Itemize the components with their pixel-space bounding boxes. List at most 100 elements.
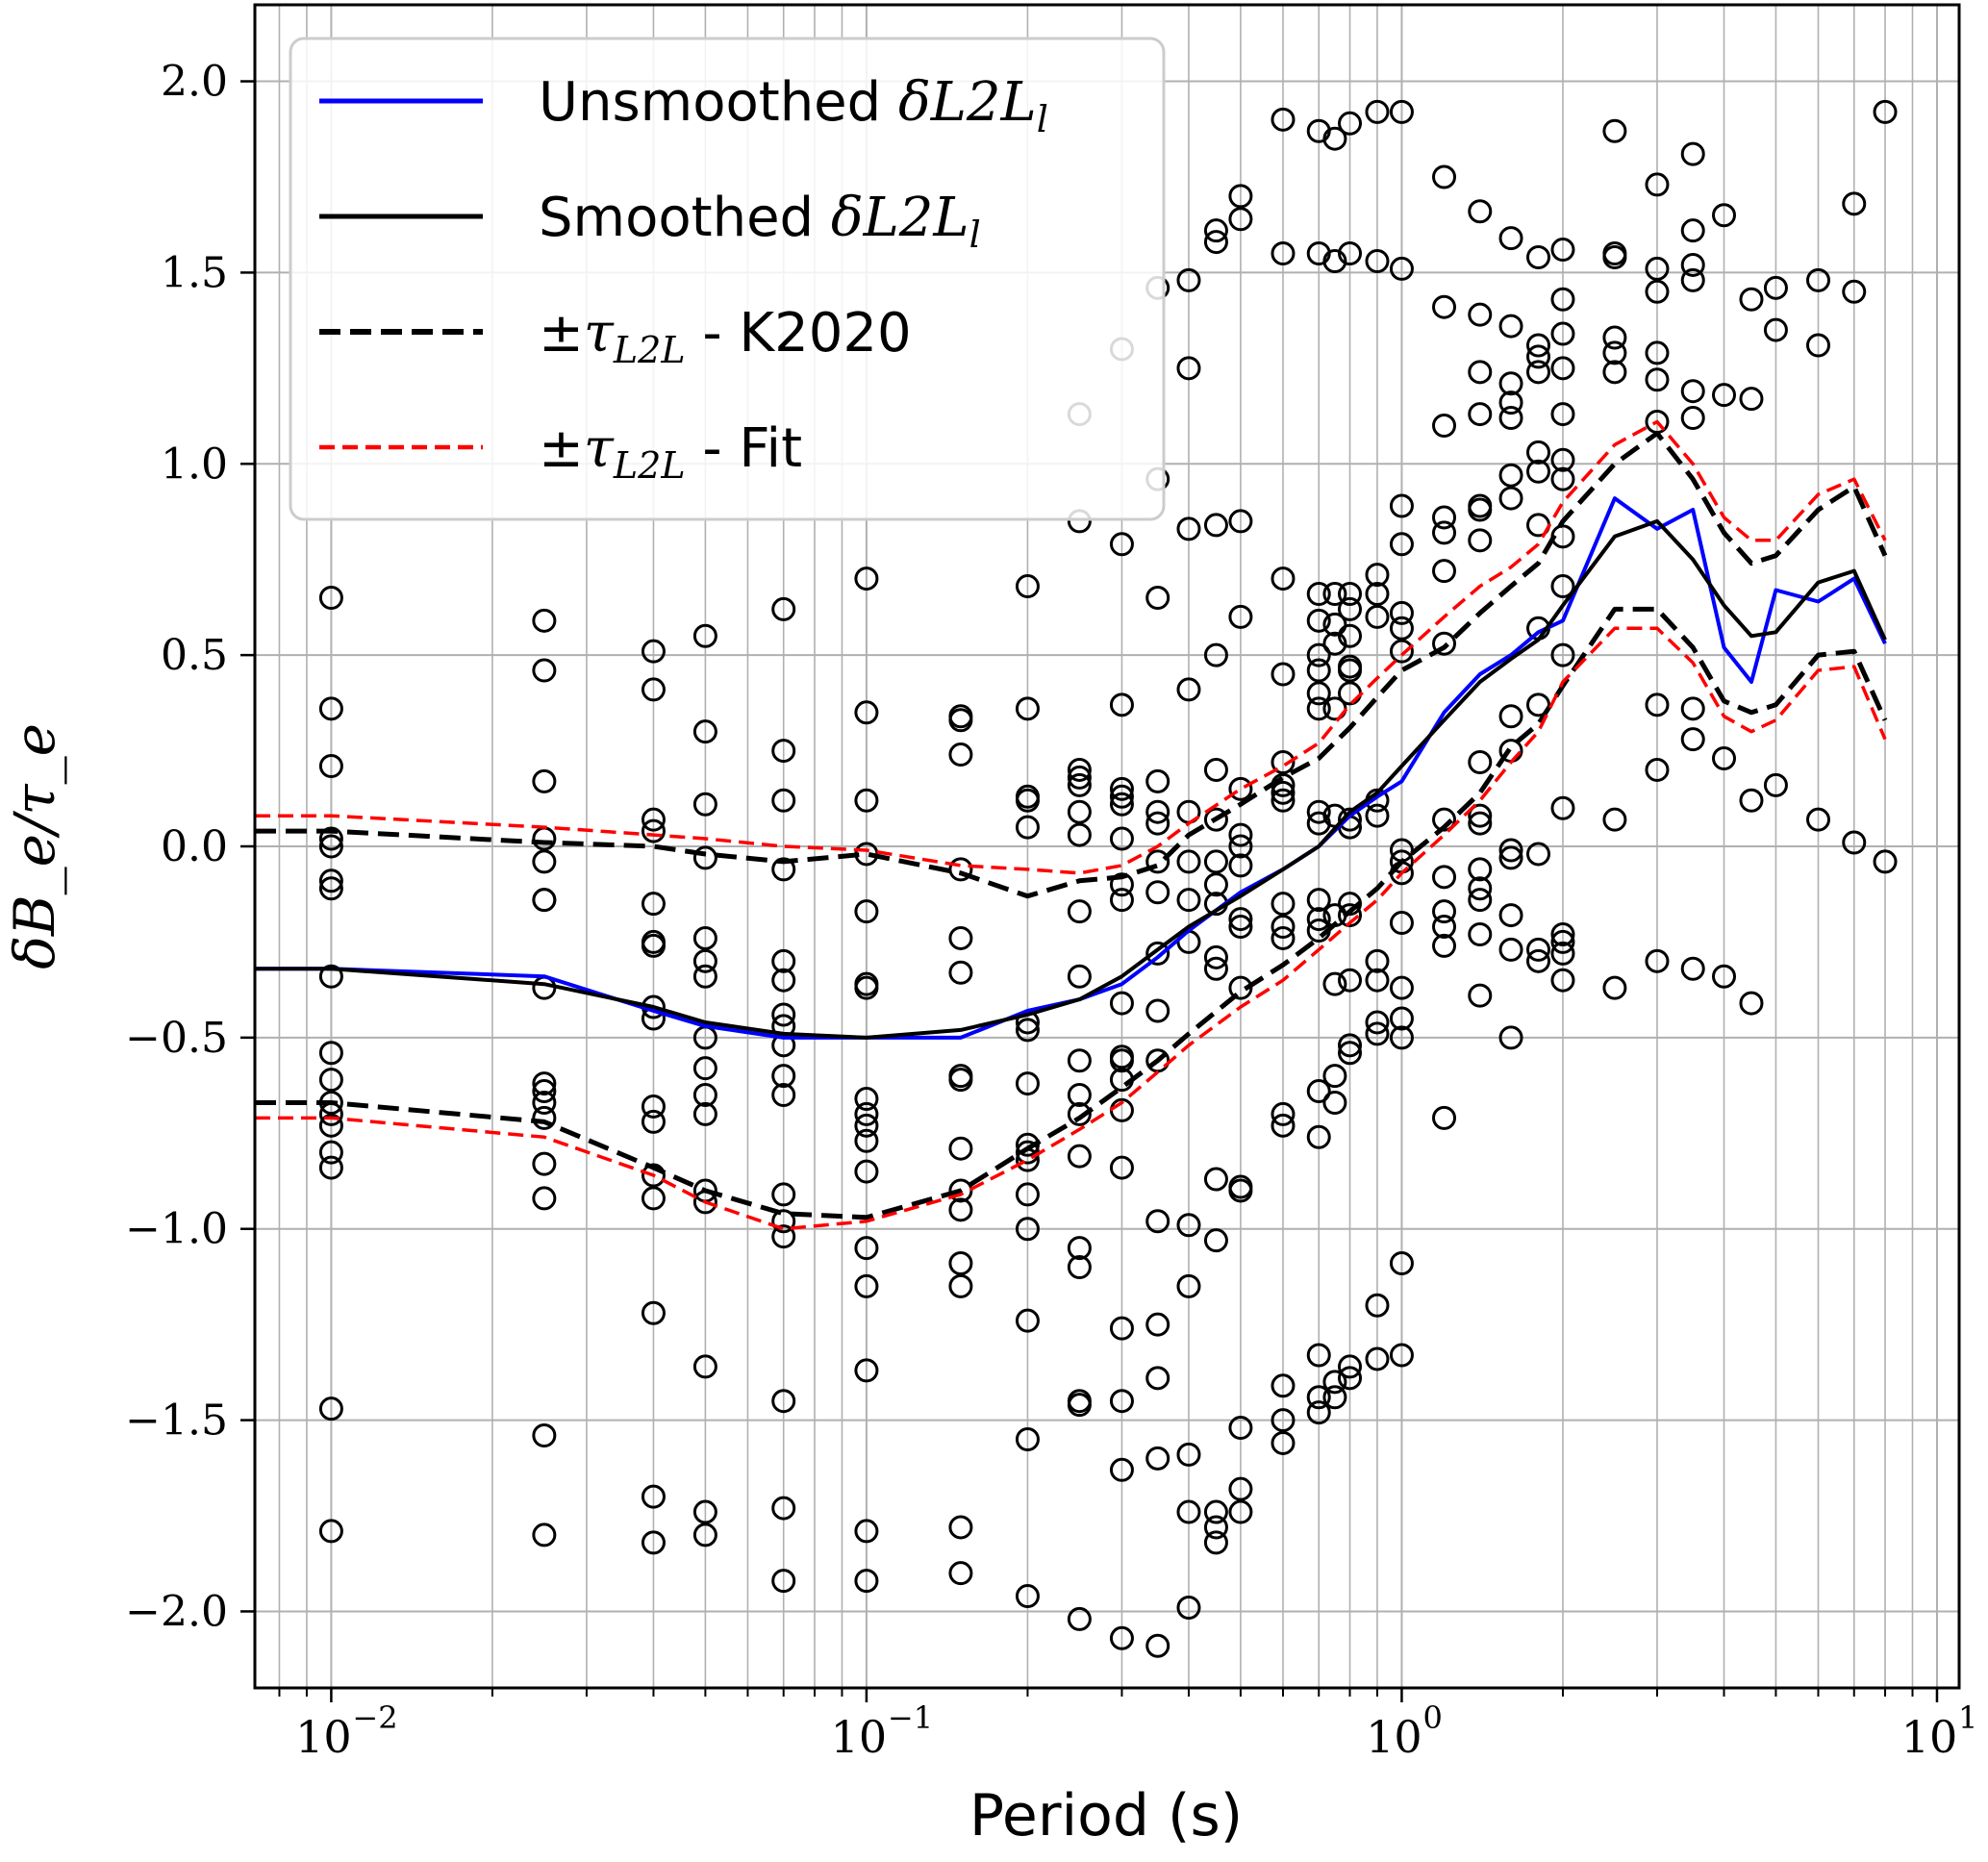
scatter-point: [641, 892, 666, 917]
scatter-point: [1550, 941, 1575, 966]
scatter-point: [1228, 1476, 1253, 1501]
scatter-point: [1145, 1312, 1170, 1337]
scatter-point: [1526, 440, 1551, 465]
scatter-point: [1389, 911, 1414, 936]
series-line-fit-lower: [255, 626, 1887, 1231]
scatter-point: [1176, 516, 1201, 541]
scatter-point: [1109, 1048, 1134, 1073]
scatter-point: [1365, 803, 1390, 828]
scatter-point: [1203, 849, 1228, 874]
scatter-point: [1203, 872, 1228, 897]
scatter-point: [771, 1389, 796, 1414]
scatter-point: [1203, 1530, 1228, 1555]
scatter-point: [854, 1273, 879, 1298]
x-tick-label: 10: [1366, 1711, 1422, 1763]
scatter-point: [1067, 822, 1092, 847]
scatter-point: [1109, 792, 1134, 817]
scatter-point: [1432, 915, 1457, 940]
scatter-point: [1645, 692, 1670, 717]
scatter-point: [1680, 267, 1705, 292]
scatter-point: [771, 739, 796, 764]
scatter-point: [1271, 1113, 1296, 1138]
scatter-point: [1432, 520, 1457, 545]
scatter-point: [771, 1496, 796, 1521]
scatter-point: [1203, 513, 1228, 538]
scatter-point: [318, 1113, 343, 1138]
scatter-point: [948, 1561, 973, 1586]
scatter-point: [1389, 1251, 1414, 1276]
scatter-point: [1338, 1354, 1363, 1379]
scatter-point: [1468, 497, 1493, 522]
series-line-smoothed: [255, 518, 1887, 1040]
scatter-point: [854, 788, 879, 813]
scatter-point: [1271, 1101, 1296, 1126]
scatter-point: [1067, 1048, 1092, 1073]
scatter-point: [1203, 944, 1228, 969]
scatter-point: [318, 1396, 343, 1422]
scatter-point: [948, 1197, 973, 1222]
scatter-point: [1842, 191, 1867, 216]
series-line-k2020: [255, 431, 1888, 899]
scatter-point: [1680, 727, 1705, 752]
scatter-point: [1109, 1625, 1134, 1650]
scatter-point: [1109, 872, 1134, 897]
scatter-point: [1228, 907, 1253, 932]
scatter-point: [1550, 921, 1575, 946]
scatter-point: [692, 948, 717, 973]
scatter-point: [1680, 696, 1705, 721]
scatter-point: [1322, 1370, 1347, 1395]
scatter-point: [1203, 230, 1228, 255]
scatter-point: [1067, 765, 1092, 790]
scatter-point: [1203, 956, 1228, 981]
scatter-point: [532, 658, 557, 683]
scatter-point: [1498, 314, 1523, 339]
series-line-k2020-lower: [255, 606, 1888, 1220]
scatter-point: [1067, 1393, 1092, 1418]
scatter-point: [1306, 1385, 1331, 1410]
scatter-point: [1712, 746, 1737, 771]
scatter-point: [1389, 616, 1414, 641]
scatter-point: [532, 1090, 557, 1115]
scatter-point: [1306, 642, 1331, 667]
y-tick-label: 1.5: [161, 248, 228, 297]
scatter-point: [1498, 486, 1523, 511]
scatter-point: [1389, 1006, 1414, 1031]
scatter-point: [854, 1519, 879, 1544]
scatter-point: [318, 696, 343, 721]
scatter-point: [1432, 1105, 1457, 1130]
scatter-point: [1271, 892, 1296, 917]
scatter-point: [1015, 1018, 1040, 1043]
scatter-point: [1109, 692, 1134, 717]
scatter-point: [1468, 876, 1493, 901]
scatter-point: [1842, 279, 1867, 304]
scatter-point: [1763, 317, 1788, 342]
scatter-point: [532, 888, 557, 913]
scatter-point: [771, 1064, 796, 1089]
y-tick-label: 0.0: [161, 822, 228, 871]
scatter-point: [1228, 184, 1253, 209]
scatter-point: [854, 1358, 879, 1383]
scatter-point: [1228, 915, 1253, 940]
scatter-point: [1338, 1033, 1363, 1058]
scatter-point: [1176, 1273, 1201, 1298]
scatter-point: [1015, 815, 1040, 840]
scatter-point: [1365, 1010, 1390, 1035]
scatter-point: [771, 788, 796, 813]
scatter-point: [1109, 826, 1134, 851]
scatter-point: [948, 1273, 973, 1298]
scatter-point: [1015, 1584, 1040, 1609]
scatter-point: [692, 1101, 717, 1126]
scatter-point: [1306, 582, 1331, 606]
scatter-point: [1338, 623, 1363, 648]
scatter-point: [1645, 948, 1670, 973]
scatter-point: [641, 1300, 666, 1325]
scatter-point: [532, 1105, 557, 1130]
scatter-point: [1526, 344, 1551, 369]
scatter-point: [1526, 245, 1551, 269]
scatter-point: [1468, 803, 1493, 828]
scatter-point: [1228, 1499, 1253, 1524]
scatter-point: [641, 677, 666, 702]
scatter-point: [1015, 696, 1040, 721]
scatter-point: [1602, 245, 1627, 269]
scatter-point: [1645, 172, 1670, 197]
